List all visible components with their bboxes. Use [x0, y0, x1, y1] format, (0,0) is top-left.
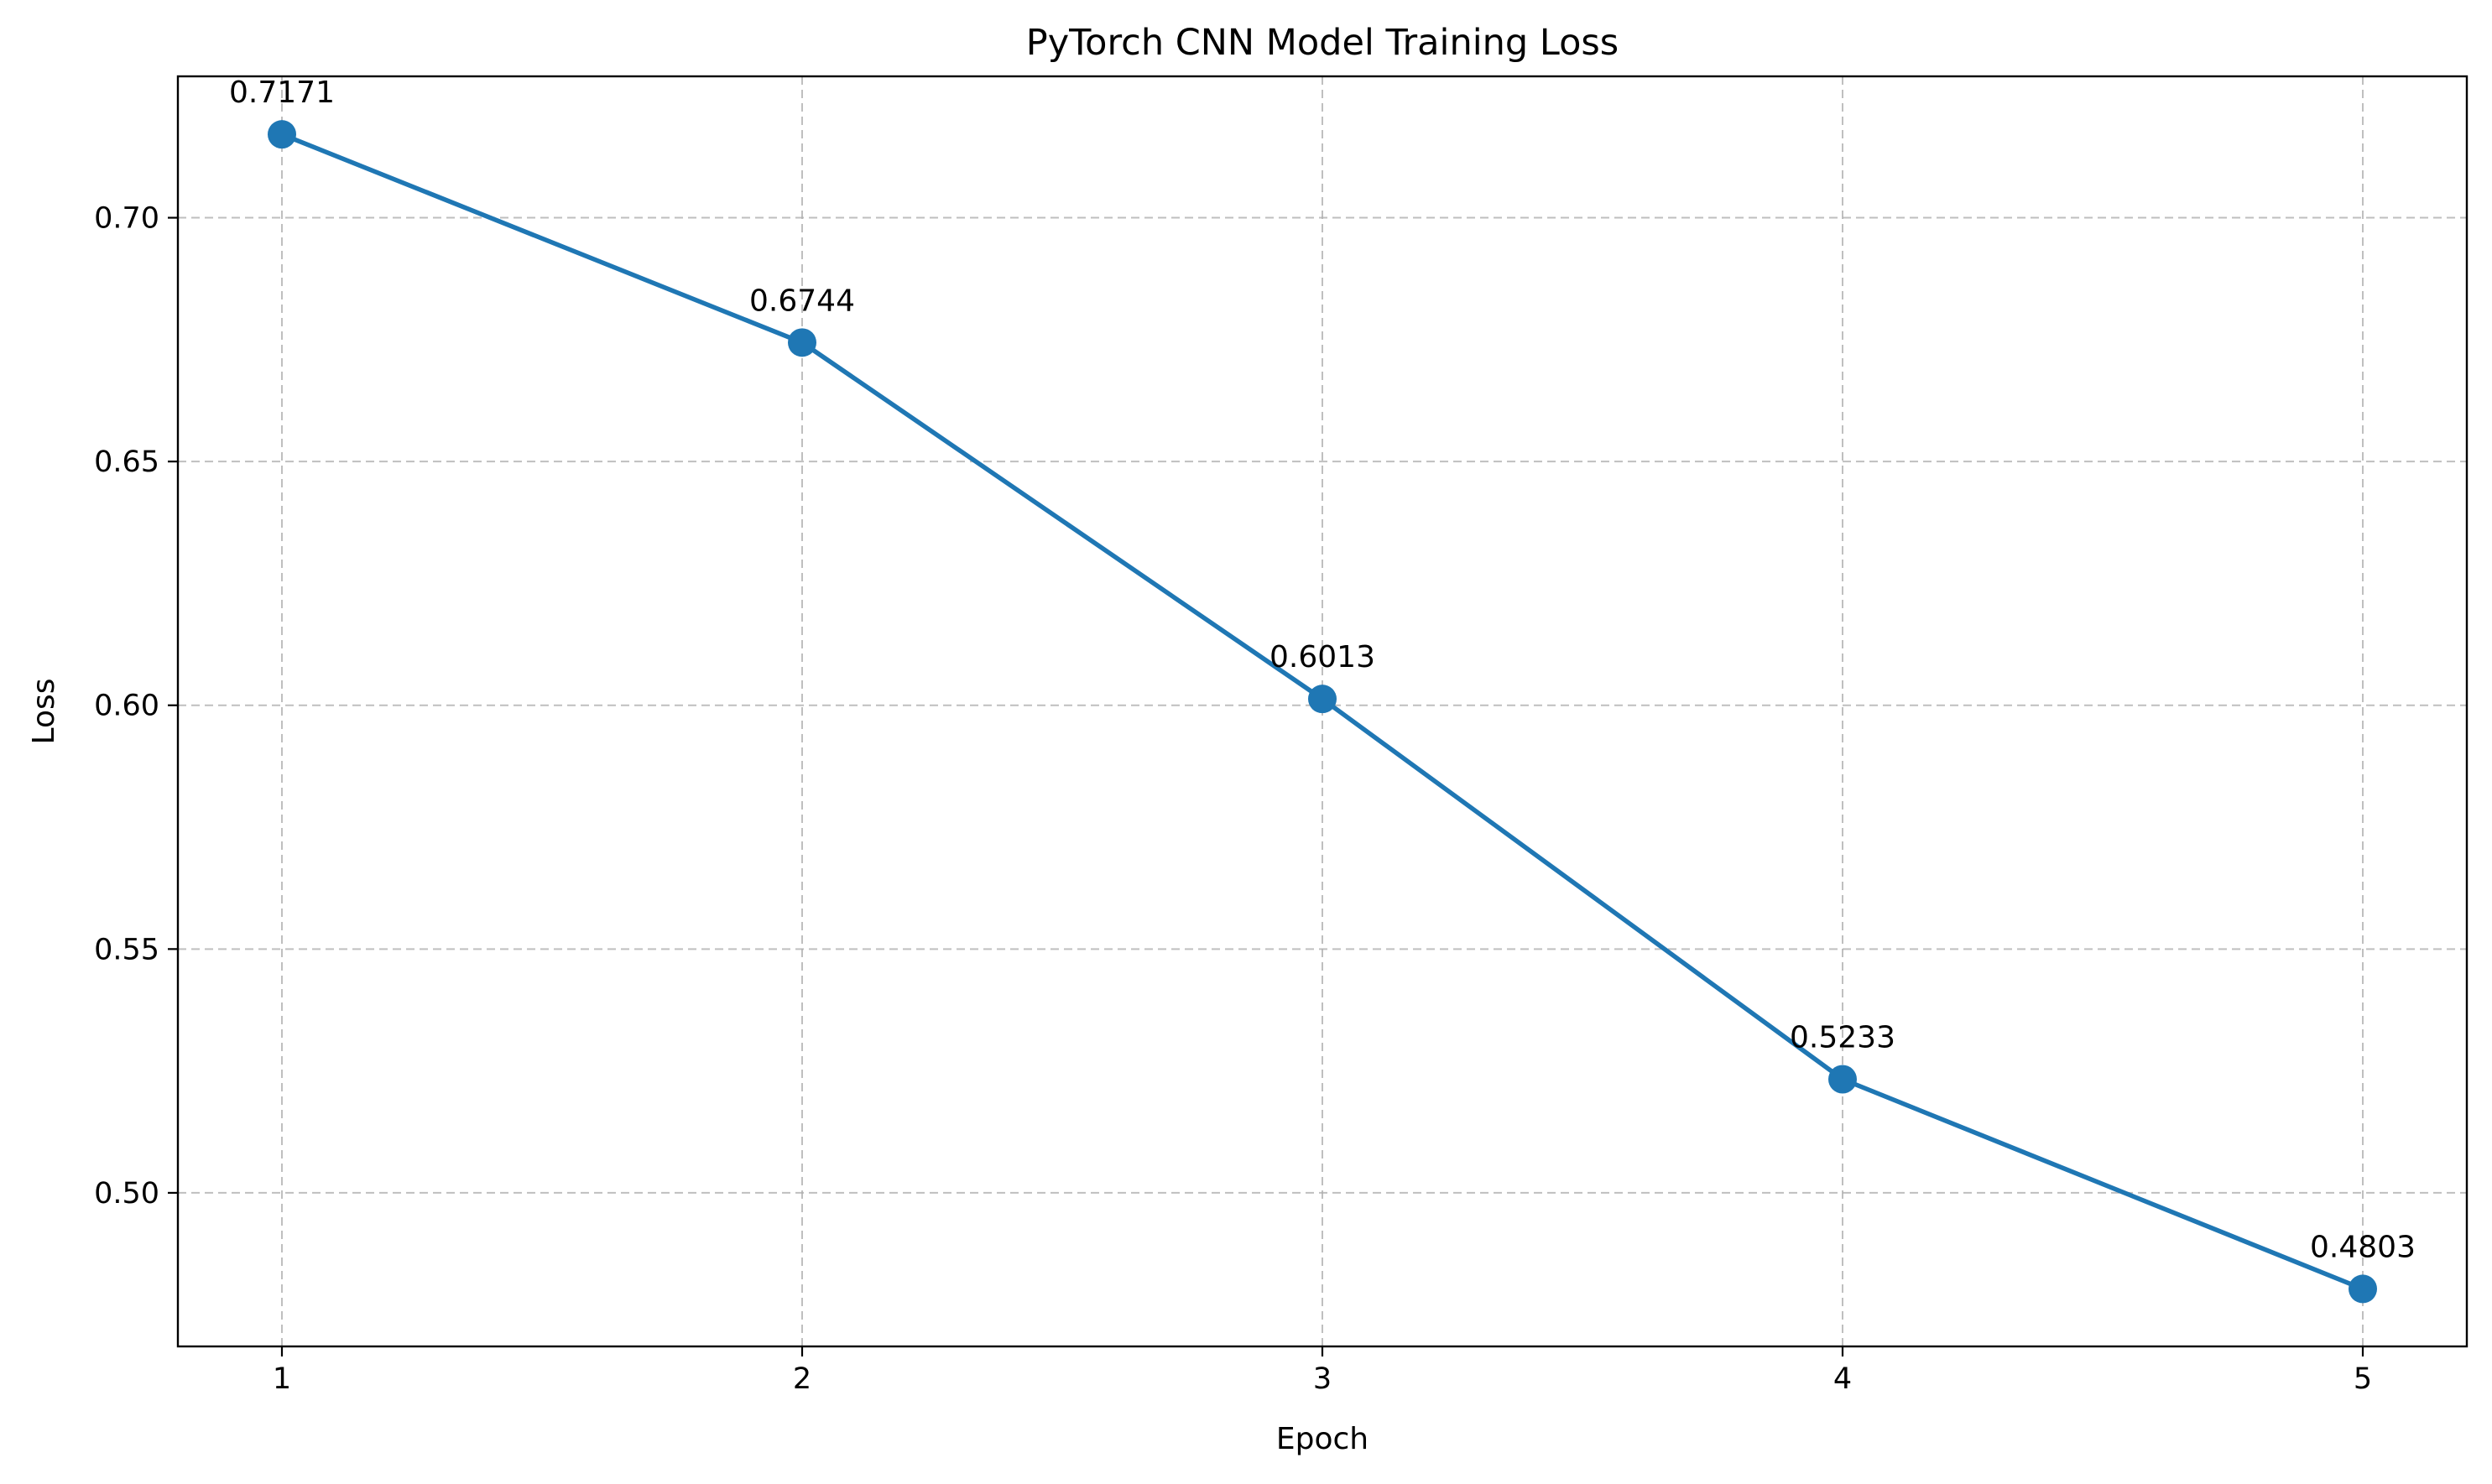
x-tick-label: 2	[793, 1362, 811, 1396]
y-axis-label: Loss	[27, 679, 61, 745]
x-tick-label: 5	[2354, 1362, 2372, 1396]
data-point	[1308, 685, 1337, 714]
x-tick-label: 3	[1313, 1362, 1332, 1396]
data-label: 0.6013	[1269, 640, 1375, 674]
data-label: 0.7171	[229, 76, 335, 110]
data-point	[1828, 1065, 1857, 1094]
data-label: 0.6744	[749, 284, 855, 318]
data-point	[2349, 1274, 2377, 1304]
tick-layer: 1 2 3 4 5 0.50 0.55 0.60 0.65 0.70	[94, 202, 2372, 1396]
y-tick-label: 0.70	[94, 202, 159, 236]
chart-title: PyTorch CNN Model Training Loss	[1026, 22, 1619, 64]
x-tick-label: 4	[1833, 1362, 1852, 1396]
y-tick-label: 0.50	[94, 1177, 159, 1211]
data-point	[788, 328, 816, 357]
y-tick-label: 0.65	[94, 445, 159, 479]
y-tick-label: 0.55	[94, 933, 159, 966]
x-axis-label: Epoch	[1276, 1422, 1369, 1456]
data-label: 0.4803	[2310, 1230, 2416, 1264]
series-layer	[268, 120, 2377, 1304]
data-label-layer: 0.7171 0.6744 0.6013 0.5233 0.4803	[229, 76, 2416, 1264]
data-point	[268, 120, 296, 149]
data-label: 0.5233	[1790, 1021, 1895, 1055]
x-tick-label: 1	[273, 1362, 291, 1396]
y-tick-label: 0.60	[94, 690, 159, 723]
